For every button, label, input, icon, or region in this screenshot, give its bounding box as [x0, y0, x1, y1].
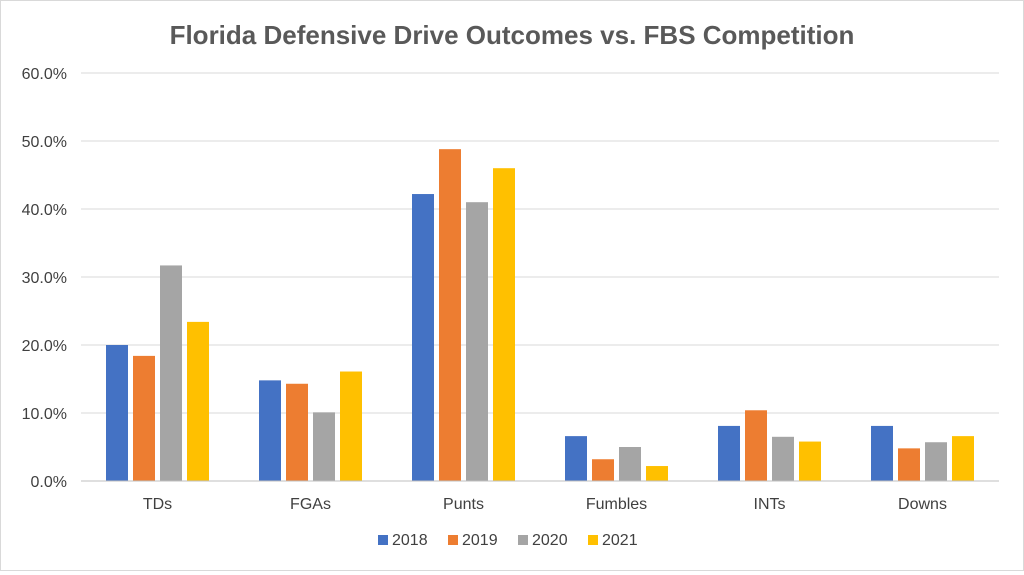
y-tick-label: 10.0% [22, 406, 67, 423]
legend-label-2019: 2019 [462, 532, 498, 549]
legend-swatch-2019 [448, 535, 458, 545]
bar-downs-2018 [871, 425, 893, 481]
bar-fgas-2020 [313, 412, 335, 481]
bar-tds-2018 [106, 345, 128, 481]
bar-punts-2018 [412, 194, 434, 482]
bar-fgas-2021 [340, 371, 362, 481]
bar-ints-2018 [718, 425, 740, 481]
legend-label-2020: 2020 [532, 532, 568, 549]
bar-ints-2020 [772, 436, 794, 481]
legend-swatch-2018 [378, 535, 388, 545]
bar-downs-2020 [925, 442, 947, 481]
x-tick-label: Punts [443, 496, 484, 513]
legend-label-2021: 2021 [602, 532, 638, 549]
chart-title: Florida Defensive Drive Outcomes vs. FBS… [170, 20, 855, 50]
bar-fumbles-2018 [565, 436, 587, 481]
y-tick-label: 20.0% [22, 338, 67, 355]
bar-ints-2019 [745, 410, 767, 481]
bar-downs-2021 [952, 436, 974, 481]
y-axis: 0.0% 10.0% 20.0% 30.0% 40.0% 50.0% 60.0% [22, 66, 67, 491]
bar-tds-2020 [160, 265, 182, 481]
x-tick-label: Downs [898, 496, 947, 513]
bar-fgas-2019 [286, 383, 308, 481]
x-tick-label: Fumbles [586, 496, 647, 513]
x-tick-label: TDs [143, 496, 172, 513]
legend-swatch-2020 [518, 535, 528, 545]
y-tick-label: 60.0% [22, 66, 67, 83]
bar-fgas-2018 [259, 380, 281, 481]
bar-fumbles-2019 [592, 459, 614, 481]
bar-punts-2019 [439, 149, 461, 481]
bar-fumbles-2020 [619, 447, 641, 481]
bar-downs-2019 [898, 448, 920, 481]
gridlines [81, 72, 999, 482]
x-tick-label: INTs [754, 496, 786, 513]
bar-punts-2021 [493, 168, 515, 481]
bar-punts-2020 [466, 202, 488, 481]
y-tick-label: 40.0% [22, 202, 67, 219]
legend: 2018 2019 2020 2021 [378, 532, 638, 549]
legend-swatch-2021 [588, 535, 598, 545]
y-tick-label: 0.0% [31, 474, 67, 491]
bar-tds-2019 [133, 355, 155, 481]
bar-ints-2021 [799, 441, 821, 481]
y-tick-label: 30.0% [22, 270, 67, 287]
x-axis: TDs FGAs Punts Fumbles INTs Downs [81, 480, 999, 513]
bar-tds-2021 [187, 321, 209, 481]
bar-fumbles-2021 [646, 466, 668, 481]
legend-label-2018: 2018 [392, 532, 428, 549]
x-tick-label: FGAs [290, 496, 331, 513]
bars [106, 149, 974, 482]
y-tick-label: 50.0% [22, 134, 67, 151]
